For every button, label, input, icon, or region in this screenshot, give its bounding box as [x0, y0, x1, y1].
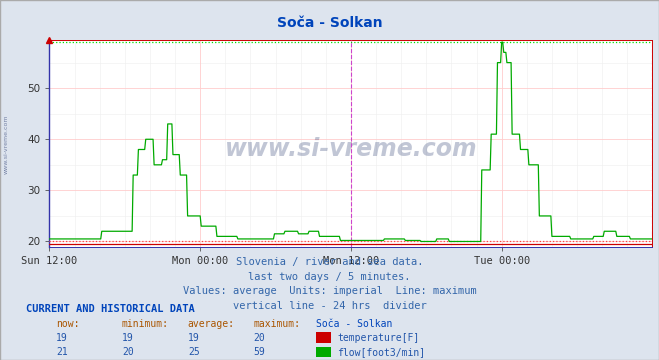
Text: last two days / 5 minutes.: last two days / 5 minutes.	[248, 272, 411, 282]
Text: www.si-vreme.com: www.si-vreme.com	[4, 114, 9, 174]
Text: 19: 19	[188, 333, 200, 343]
Text: Slovenia / river and sea data.: Slovenia / river and sea data.	[236, 257, 423, 267]
Text: temperature[F]: temperature[F]	[337, 333, 420, 343]
Text: 20: 20	[122, 347, 134, 357]
Text: Soča - Solkan: Soča - Solkan	[277, 16, 382, 30]
Text: now:: now:	[56, 319, 80, 329]
Text: 19: 19	[122, 333, 134, 343]
Text: Values: average  Units: imperial  Line: maximum: Values: average Units: imperial Line: ma…	[183, 286, 476, 296]
Text: maximum:: maximum:	[254, 319, 301, 329]
Text: www.si-vreme.com: www.si-vreme.com	[225, 137, 477, 161]
Text: flow[foot3/min]: flow[foot3/min]	[337, 347, 426, 357]
Text: 19: 19	[56, 333, 68, 343]
Text: vertical line - 24 hrs  divider: vertical line - 24 hrs divider	[233, 301, 426, 311]
Text: 59: 59	[254, 347, 266, 357]
Text: CURRENT AND HISTORICAL DATA: CURRENT AND HISTORICAL DATA	[26, 304, 195, 314]
Text: 21: 21	[56, 347, 68, 357]
Text: average:: average:	[188, 319, 235, 329]
Text: 25: 25	[188, 347, 200, 357]
Text: Soča - Solkan: Soča - Solkan	[316, 319, 393, 329]
Text: minimum:: minimum:	[122, 319, 169, 329]
Text: 20: 20	[254, 333, 266, 343]
